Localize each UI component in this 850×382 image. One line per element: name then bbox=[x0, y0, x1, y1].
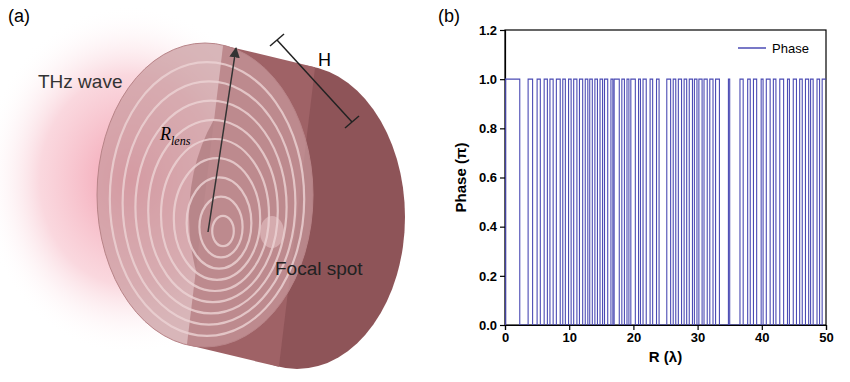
legend: Phase bbox=[738, 41, 809, 56]
zone-ring bbox=[199, 197, 242, 258]
zone-ring bbox=[135, 101, 286, 314]
radius-symbol: R bbox=[159, 124, 171, 144]
x-axis-title: R (λ) bbox=[649, 348, 682, 365]
tick-label: 30 bbox=[691, 330, 705, 345]
axis-line bbox=[506, 326, 827, 331]
tick-label: 1.2 bbox=[479, 23, 497, 38]
tick-label: 0 bbox=[502, 330, 509, 345]
x-axis: 0 10 20 30 40 50 bbox=[502, 325, 834, 345]
focus-label: Focal spot bbox=[275, 258, 363, 279]
panel-label: (b) bbox=[438, 6, 460, 26]
radius-arrow bbox=[208, 48, 236, 232]
tick-mark bbox=[500, 79, 505, 80]
tick: 1.0 bbox=[479, 72, 505, 87]
diagram-panel: (a) Rlens H THz wave Focal spot bbox=[0, 5, 405, 369]
zone-ring bbox=[187, 177, 252, 268]
zone-rings bbox=[110, 62, 304, 336]
figure: (a) Rlens H THz wave Focal spot (b) 0 10 20 30 40 5… bbox=[0, 0, 850, 382]
lens-front-face bbox=[97, 43, 313, 347]
dimension-end bbox=[345, 116, 359, 128]
tick-mark bbox=[500, 325, 505, 326]
tick: 40 bbox=[755, 325, 769, 345]
tick-label: 0.4 bbox=[479, 219, 498, 234]
height-label: H bbox=[318, 50, 331, 70]
axis-line bbox=[500, 31, 506, 326]
zone-ring bbox=[148, 120, 278, 302]
zone-ring bbox=[123, 81, 296, 324]
radius-subscript: lens bbox=[171, 134, 191, 148]
tick: 10 bbox=[562, 325, 576, 345]
tick: 30 bbox=[691, 325, 705, 345]
dimension-line bbox=[277, 40, 352, 122]
tick-mark bbox=[500, 128, 505, 129]
dimension-end bbox=[270, 34, 284, 46]
plot-frame bbox=[505, 30, 826, 325]
tick: 0.0 bbox=[479, 318, 505, 333]
tick: 0.8 bbox=[479, 121, 505, 136]
data-layer bbox=[505, 79, 826, 325]
tick: 0.2 bbox=[479, 268, 505, 283]
wave-label: THz wave bbox=[38, 71, 122, 92]
y-axis-title: Phase (π) bbox=[452, 143, 469, 213]
tick: 0.4 bbox=[479, 219, 505, 234]
tick: 1.2 bbox=[479, 23, 505, 38]
tick-mark bbox=[500, 30, 505, 31]
tick: 0 bbox=[502, 325, 509, 345]
tick-label: 20 bbox=[627, 330, 641, 345]
zone-ring bbox=[212, 216, 234, 246]
tick-label: 1.0 bbox=[479, 72, 497, 87]
tick-mark bbox=[500, 276, 505, 277]
y-axis: 0.0 0.2 0.4 0.6 0.8 1.0 1.2 bbox=[479, 23, 506, 333]
tick: 20 bbox=[627, 325, 641, 345]
series-line bbox=[505, 79, 826, 325]
tick-label: 0.6 bbox=[479, 170, 497, 185]
tick-label: 0.2 bbox=[479, 268, 497, 283]
tick-mark bbox=[500, 227, 505, 228]
chart-panel: (b) 0 10 20 30 40 50 0.0 0.2 0.4 0.6 0.8 1.0 1.2 R (λ)… bbox=[438, 6, 834, 365]
tick-label: 0.8 bbox=[479, 121, 497, 136]
radius-label: Rlens bbox=[159, 124, 191, 148]
zone-ring bbox=[161, 139, 269, 291]
height-dimension: H bbox=[270, 34, 359, 128]
legend-swatch bbox=[738, 47, 766, 49]
tick-label: 50 bbox=[819, 330, 833, 345]
panel-label: (a) bbox=[8, 6, 30, 26]
zone-ring bbox=[110, 62, 304, 336]
tick-label: 40 bbox=[755, 330, 769, 345]
tick-label: 0.0 bbox=[479, 318, 497, 333]
tick: 0.6 bbox=[479, 170, 505, 185]
legend-label: Phase bbox=[772, 41, 809, 56]
tick-mark bbox=[500, 177, 505, 178]
tick-label: 10 bbox=[562, 330, 576, 345]
tick: 50 bbox=[819, 325, 833, 345]
